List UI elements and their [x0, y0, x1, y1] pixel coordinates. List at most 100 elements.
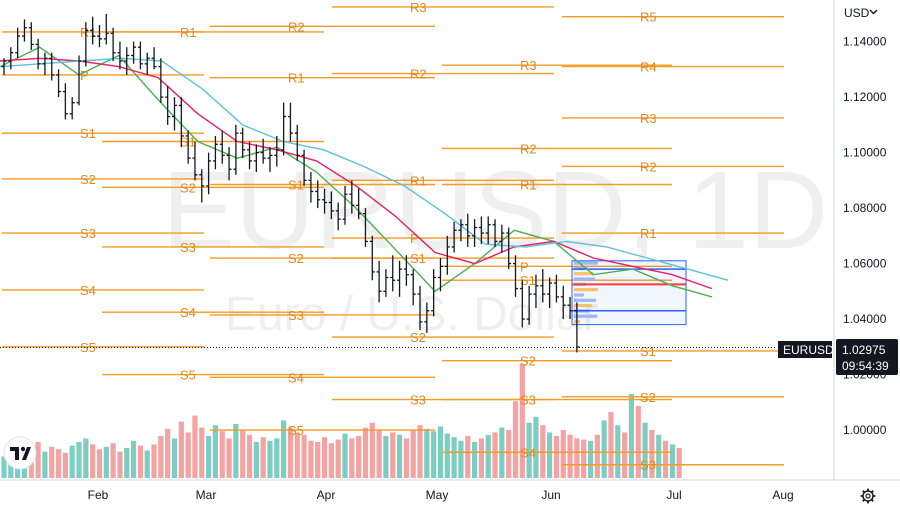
pivot-label: S2 — [288, 251, 304, 266]
gear-tooth — [862, 490, 866, 494]
volume-bar — [199, 427, 205, 478]
volume-bar — [315, 442, 321, 478]
volume-bar — [83, 438, 89, 478]
price-tick-label: 1.04000 — [843, 312, 887, 326]
profile-row — [574, 272, 594, 276]
volume-bar — [158, 436, 164, 478]
ma-line — [0, 57, 713, 290]
pivot-label: S2 — [180, 180, 196, 195]
volume-bar — [403, 438, 409, 478]
volume-bar — [485, 434, 491, 478]
volume-bar — [574, 438, 580, 478]
volume-bar — [1, 456, 7, 478]
pivot-label: R3 — [410, 0, 427, 15]
volume-bar — [55, 449, 62, 478]
profile-row — [574, 298, 596, 302]
volume-bar — [356, 436, 362, 478]
volume-bar — [458, 440, 464, 478]
volume-bar — [553, 436, 560, 478]
volume-bar — [240, 430, 246, 478]
tradingview-logo[interactable] — [3, 436, 37, 470]
price-tick-label: 1.00000 — [843, 423, 887, 437]
gear-icon-teeth — [860, 488, 876, 504]
chevron-down-icon[interactable] — [869, 9, 878, 15]
time-tick-label: Aug — [772, 488, 793, 502]
pivot-label: S5 — [180, 368, 196, 383]
pivot-label: R1 — [180, 25, 197, 40]
volume-bar — [42, 451, 48, 478]
volume-bar — [69, 445, 75, 478]
watermark-symbol: EURUSD, 1D — [162, 149, 828, 272]
volume-bar — [137, 445, 143, 478]
volume-bar — [492, 432, 498, 478]
volume-bar — [96, 449, 103, 478]
volume-bar — [301, 434, 307, 478]
volume-bar — [349, 438, 355, 478]
volume-bar — [642, 422, 648, 478]
last-price: 1.02975 — [842, 343, 886, 357]
price-tick-label: 1.10000 — [843, 146, 887, 160]
volume-bar — [151, 444, 157, 478]
volume-bar — [294, 432, 300, 478]
volume-bar — [178, 421, 184, 478]
pivot-label: R1 — [410, 173, 427, 188]
volume-bar — [383, 436, 389, 478]
volume-bar — [192, 415, 198, 478]
volume-bar — [233, 424, 239, 478]
gear-tooth — [870, 490, 874, 494]
gear-icon-ring — [862, 490, 874, 502]
volume-bar — [219, 431, 225, 478]
price-tick-label: 1.12000 — [843, 90, 887, 104]
price-scale[interactable]: 1.14000 1.12000 1.10000 1.08000 1.06000 1.040… — [833, 0, 900, 480]
volume-bar — [622, 432, 628, 478]
pivot-label: S3 — [288, 308, 304, 323]
volume-bar — [342, 433, 348, 478]
time-tick-label: Jul — [666, 488, 681, 502]
volume-bar — [587, 440, 594, 478]
volume-bar — [49, 446, 55, 478]
pivot-label: R4 — [640, 60, 657, 75]
time-scale-ticks: Feb Mar Apr May Jun Jul Aug — [88, 488, 794, 502]
volume-bar — [281, 420, 287, 478]
profile-box — [571, 260, 687, 326]
volume-bar — [226, 438, 232, 478]
volume-bar — [165, 428, 171, 478]
pivot-label: P — [520, 259, 529, 274]
volume-bar — [512, 401, 519, 478]
pivot-label: S3 — [180, 240, 196, 255]
volume-bar — [547, 432, 553, 478]
price-tick-label: 1.08000 — [843, 201, 887, 215]
profile-row — [574, 293, 584, 297]
pivot-label: S1 — [80, 126, 96, 141]
pivot-label: S4 — [180, 305, 196, 320]
volume-bar — [144, 450, 150, 478]
volume-bar — [328, 443, 334, 478]
last-price-tag-bg — [836, 339, 898, 375]
time-scale[interactable]: Feb Mar Apr May Jun Jul Aug — [0, 479, 900, 502]
pivot-label: R1 — [288, 71, 305, 86]
volume-bar — [601, 420, 607, 478]
volume-bar — [321, 437, 328, 478]
profile-row — [574, 261, 598, 265]
volume-bar — [396, 434, 403, 478]
volume-bar — [260, 437, 266, 478]
volume-bar — [117, 451, 123, 478]
volume-bar — [376, 430, 382, 478]
volume-bar — [110, 443, 116, 478]
price-tick-label: 1.14000 — [843, 35, 887, 49]
volume-bar — [526, 422, 532, 478]
pivot-label: S2 — [80, 172, 96, 187]
pivot-label: S3 — [80, 226, 96, 241]
gear-icon[interactable] — [860, 488, 876, 504]
volume-bar — [62, 452, 68, 478]
price-scale-bg — [834, 0, 900, 480]
time-tick-label: Apr — [317, 488, 336, 502]
pivot-label: R1 — [640, 226, 657, 241]
currency-label[interactable]: USD — [844, 6, 870, 20]
volume-bar — [608, 412, 614, 478]
volume-bar — [506, 430, 512, 478]
profile-row — [574, 277, 595, 281]
volume-bar — [90, 444, 96, 478]
time-tick-label: Mar — [196, 488, 217, 502]
